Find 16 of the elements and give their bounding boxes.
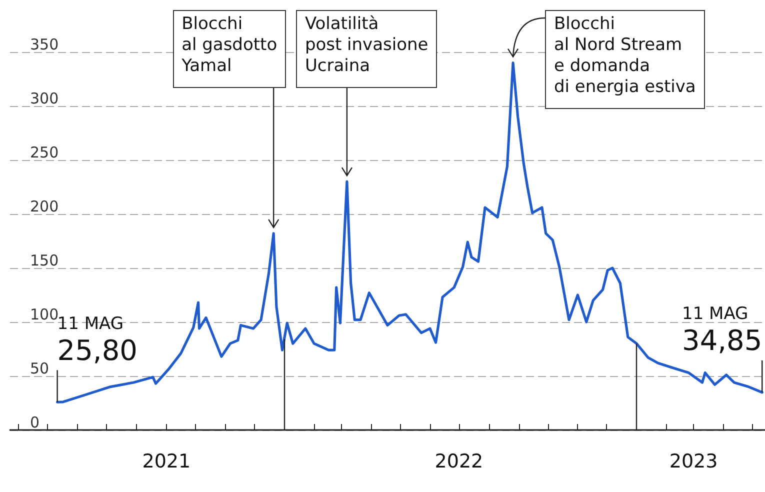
annotation: 11 MAG 34,85 <box>682 304 762 358</box>
y-tick-label: 0 <box>30 414 40 432</box>
x-tick-label: 2021 <box>142 450 191 472</box>
y-tick-label: 200 <box>30 198 59 216</box>
y-tick-label: 350 <box>30 36 59 54</box>
y-tick-label: 50 <box>30 360 50 378</box>
annotation: Blocchi al gasdotto Yamal <box>172 10 286 88</box>
y-tick-label: 100 <box>30 306 59 324</box>
annotation: Blocchi al Nord Stream e domanda di energia estiva <box>545 10 705 109</box>
annotation: 11 MAG 25,80 <box>57 314 138 368</box>
y-tick-label: 300 <box>30 90 59 108</box>
y-tick-label: 150 <box>30 252 59 270</box>
annotation: Volatilità post invasione Ucraina <box>296 10 438 88</box>
x-tick-label: 2023 <box>669 450 718 472</box>
x-tick-label: 2022 <box>434 450 484 472</box>
y-tick-label: 250 <box>30 144 59 162</box>
